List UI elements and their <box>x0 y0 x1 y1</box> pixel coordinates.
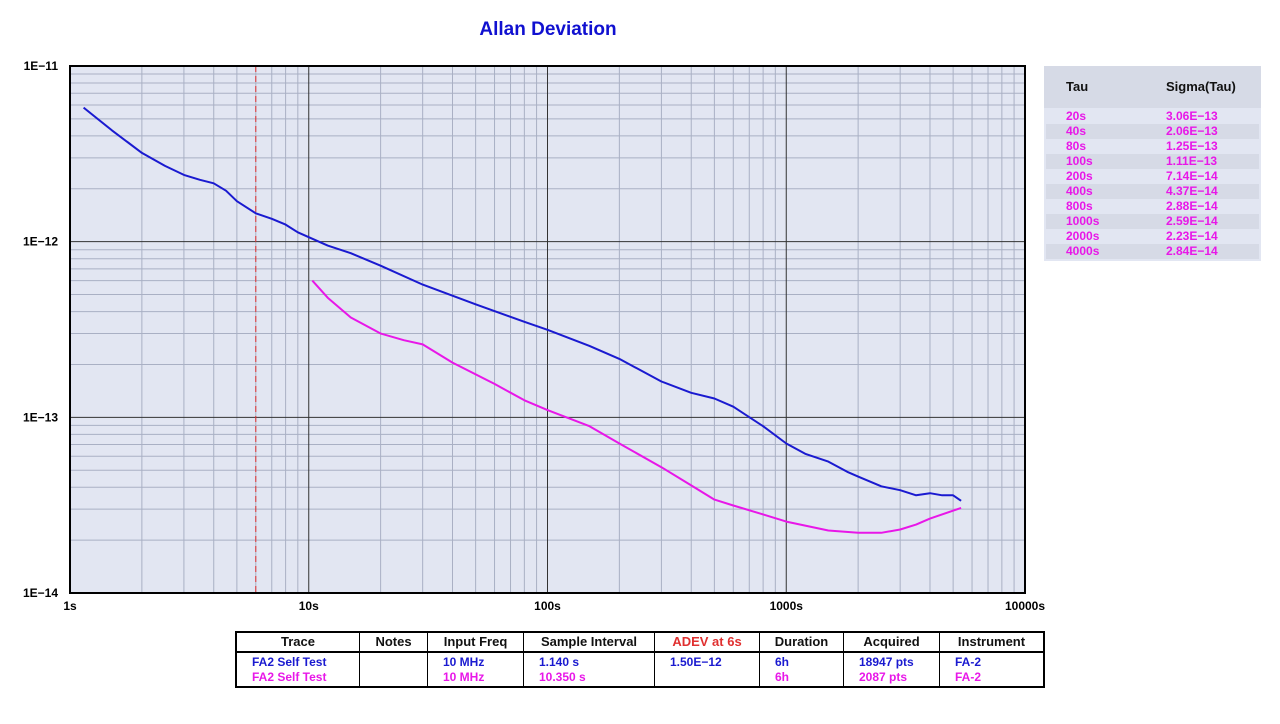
y-tick-label: 1E−14 <box>23 586 58 600</box>
sigma-value: 2.84E−14 <box>1166 244 1218 258</box>
x-tick-label: 100s <box>534 599 561 613</box>
tau-sigma-table: Tau Sigma(Tau) 20s 3.06E−13 40s 2.06E−13 80s… <box>1044 66 1261 261</box>
header-notes: Notes <box>360 633 427 653</box>
tau-value: 2000s <box>1066 229 1100 243</box>
sigma-value: 1.11E−13 <box>1166 154 1218 168</box>
tau-sigma-row: 1000s 2.59E−14 <box>1046 214 1259 229</box>
tau-sigma-row: 40s 2.06E−13 <box>1046 124 1259 139</box>
trace-table: Trace FA2 Self Test FA2 Self Test Notes Inpu… <box>235 631 1045 688</box>
chart-title: Allan Deviation <box>479 19 616 40</box>
tau-value: 1000s <box>1066 214 1100 228</box>
sigma-value: 2.06E−13 <box>1166 124 1218 138</box>
sigma-value: 2.23E−14 <box>1166 229 1218 243</box>
tau-value: 4000s <box>1066 244 1100 258</box>
sigma-header: Sigma(Tau) <box>1166 79 1236 94</box>
series-line-1 <box>82 106 962 502</box>
header-duration: Duration <box>760 633 843 653</box>
tau-sigma-row: 800s 2.88E−14 <box>1046 199 1259 214</box>
cell-instrument: FA-2 <box>955 670 982 684</box>
x-tick-label: 10s <box>299 599 319 613</box>
sigma-value: 2.88E−14 <box>1166 199 1218 213</box>
header-acquired: Acquired <box>844 633 939 653</box>
plot-frame <box>69 65 1026 594</box>
header-instrument: Instrument <box>940 633 1043 653</box>
cell-sample-interval: 10.350 s <box>539 670 586 684</box>
cell-acquired: 2087 pts <box>859 670 908 684</box>
header-input-freq: Input Freq <box>428 633 523 653</box>
header-adev: ADEV at 6s <box>655 633 759 653</box>
tau-sigma-row: 2000s 2.23E−14 <box>1046 229 1259 244</box>
cell-adev: 1.50E−12 <box>670 655 722 669</box>
series-line-2 <box>311 279 962 534</box>
tau-header: Tau <box>1066 79 1089 94</box>
tau-sigma-row: 4000s 2.84E−14 <box>1046 244 1259 259</box>
cell-trace: FA2 Self Test <box>252 670 327 684</box>
cell-input-freq: 10 MHz <box>443 670 485 684</box>
tau-sigma-row: 100s 1.11E−13 <box>1046 154 1259 169</box>
column-sample-interval: Sample Interval 1.140 s 10.350 s <box>524 633 655 686</box>
y-tick-label: 1E−11 <box>24 59 59 73</box>
tau-value: 80s <box>1066 139 1087 153</box>
sigma-value: 3.06E−13 <box>1166 109 1218 123</box>
x-tick-label: 1000s <box>770 599 804 613</box>
cell-duration: 6h <box>775 655 790 669</box>
tau-value: 200s <box>1066 169 1093 183</box>
header-sample-interval: Sample Interval <box>524 633 654 653</box>
tau-value: 800s <box>1066 199 1093 213</box>
x-tick-label: 1s <box>63 599 77 613</box>
tau-sigma-row: 20s 3.06E−13 <box>1046 109 1259 124</box>
y-tick-label: 1E−12 <box>23 235 58 249</box>
tau-value: 400s <box>1066 184 1093 198</box>
tau-value: 40s <box>1066 124 1087 138</box>
cell-duration: 6h <box>775 670 790 684</box>
column-duration: Duration 6h 6h <box>760 633 844 686</box>
tau-sigma-row: 400s 4.37E−14 <box>1046 184 1259 199</box>
sigma-value: 7.14E−14 <box>1166 169 1218 183</box>
column-trace: Trace FA2 Self Test FA2 Self Test <box>237 633 360 686</box>
cell-input-freq: 10 MHz <box>443 655 485 669</box>
cell-trace: FA2 Self Test <box>252 655 327 669</box>
cell-sample-interval: 1.140 s <box>539 655 580 669</box>
sigma-value: 2.59E−14 <box>1166 214 1218 228</box>
column-acquired: Acquired 18947 pts 2087 pts <box>844 633 940 686</box>
tau-sigma-header: Tau Sigma(Tau) <box>1044 66 1261 108</box>
sigma-value: 4.37E−14 <box>1166 184 1218 198</box>
cell-acquired: 18947 pts <box>859 655 914 669</box>
cell-instrument: FA-2 <box>955 655 982 669</box>
tau-sigma-row: 80s 1.25E−13 <box>1046 139 1259 154</box>
y-tick-label: 1E−13 <box>23 410 58 424</box>
tau-sigma-row: 200s 7.14E−14 <box>1046 169 1259 184</box>
x-tick-label: 10000s <box>1005 599 1045 613</box>
tau-value: 100s <box>1066 154 1093 168</box>
column-adev: ADEV at 6s 1.50E−12 <box>655 633 760 686</box>
column-input-freq: Input Freq 10 MHz 10 MHz <box>428 633 524 686</box>
column-notes: Notes <box>360 633 428 686</box>
header-trace: Trace <box>237 633 359 653</box>
sigma-value: 1.25E−13 <box>1166 139 1218 153</box>
column-instrument: Instrument FA-2 FA-2 <box>940 633 1043 686</box>
tau-value: 20s <box>1066 109 1087 123</box>
